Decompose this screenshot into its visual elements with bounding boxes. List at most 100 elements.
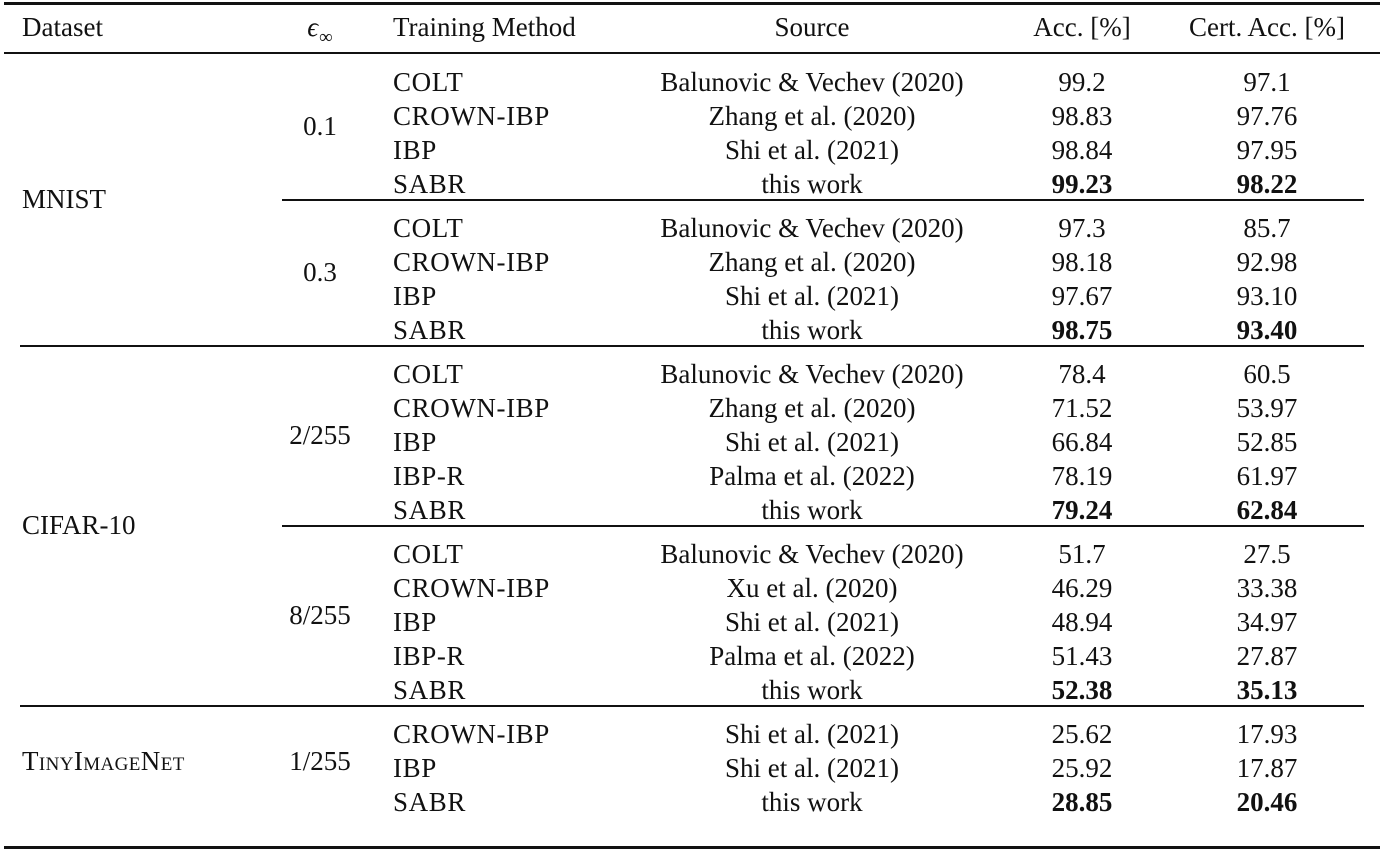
epsilon-subscript: ∞: [319, 27, 333, 48]
accuracy-cell: 25.62: [1051, 719, 1113, 749]
certified-accuracy-cell: 27.5: [1243, 539, 1291, 569]
accuracy-cell: 98.83: [1051, 101, 1113, 131]
source-cell: Balunovic & Vechev (2020): [660, 539, 964, 569]
certified-accuracy-cell: 93.40: [1236, 315, 1298, 345]
header-training-method: Training Method: [393, 12, 576, 42]
certified-accuracy-cell: 17.93: [1236, 719, 1298, 749]
source-cell: Shi et al. (2021): [725, 281, 899, 311]
training-method-cell: IBP: [393, 135, 437, 165]
source-cell: Xu et al. (2020): [726, 573, 898, 603]
training-method-cell: IBP-R: [393, 461, 466, 491]
training-method-cell: CROWN-IBP: [393, 393, 550, 423]
accuracy-cell: 51.7: [1058, 539, 1106, 569]
certified-accuracy-cell: 85.7: [1243, 213, 1291, 243]
certified-accuracy-cell: 61.97: [1236, 461, 1298, 491]
certified-accuracy-cell: 97.76: [1236, 101, 1298, 131]
header-accuracy: Acc. [%]: [1033, 12, 1131, 42]
epsilon-cell: 0.3: [303, 257, 337, 287]
source-cell: Balunovic & Vechev (2020): [660, 213, 964, 243]
certified-accuracy-cell: 53.97: [1236, 393, 1298, 423]
certified-accuracy-cell: 62.84: [1236, 495, 1298, 525]
certified-accuracy-cell: 98.22: [1236, 169, 1298, 199]
certified-accuracy-cell: 34.97: [1236, 607, 1298, 637]
source-cell: Zhang et al. (2020): [708, 393, 916, 423]
header-epsilon: ϵ∞: [280, 11, 360, 48]
training-method-cell: COLT: [393, 67, 464, 97]
certified-accuracy-cell: 97.1: [1243, 67, 1291, 97]
accuracy-cell: 78.4: [1058, 359, 1106, 389]
accuracy-cell: 98.18: [1051, 247, 1113, 277]
certified-accuracy-cell: 33.38: [1236, 573, 1298, 603]
training-method-cell: IBP-R: [393, 641, 466, 671]
group-rule: [282, 525, 1364, 527]
source-cell: Shi et al. (2021): [725, 607, 899, 637]
dataset-name-cell: MNIST: [22, 184, 107, 214]
certified-accuracy-cell: 17.87: [1236, 753, 1298, 783]
dataset-name-cell: CIFAR-10: [22, 510, 136, 540]
training-method-cell: COLT: [393, 213, 464, 243]
source-cell: Shi et al. (2021): [725, 719, 899, 749]
source-cell: Zhang et al. (2020): [708, 247, 916, 277]
accuracy-cell: 48.94: [1051, 607, 1113, 637]
training-method-cell: IBP: [393, 753, 437, 783]
epsilon-cell: 0.1: [303, 111, 337, 141]
source-cell: Balunovic & Vechev (2020): [660, 67, 964, 97]
training-method-cell: IBP: [393, 281, 437, 311]
training-method-cell: COLT: [393, 539, 464, 569]
training-method-cell: SABR: [393, 169, 466, 199]
certified-accuracy-cell: 35.13: [1236, 675, 1298, 705]
training-method-cell: CROWN-IBP: [393, 101, 550, 131]
header-rule: [4, 52, 1380, 54]
training-method-cell: COLT: [393, 359, 464, 389]
source-cell: Shi et al. (2021): [725, 753, 899, 783]
certified-accuracy-cell: 92.98: [1236, 247, 1298, 277]
dataset-rule: [20, 345, 1364, 347]
source-cell: this work: [761, 495, 863, 525]
source-cell: Zhang et al. (2020): [708, 101, 916, 131]
training-method-cell: CROWN-IBP: [393, 247, 550, 277]
accuracy-cell: 99.23: [1051, 169, 1113, 199]
training-method-cell: SABR: [393, 787, 466, 817]
header-dataset: Dataset: [22, 12, 103, 42]
source-cell: this work: [761, 169, 863, 199]
training-method-cell: IBP: [393, 427, 437, 457]
top-rule: [4, 2, 1380, 5]
source-cell: Shi et al. (2021): [725, 135, 899, 165]
accuracy-cell: 97.67: [1051, 281, 1113, 311]
accuracy-cell: 25.92: [1051, 753, 1113, 783]
source-cell: Palma et al. (2022): [709, 461, 915, 491]
source-cell: this work: [761, 675, 863, 705]
accuracy-cell: 71.52: [1051, 393, 1113, 423]
epsilon-cell: 8/255: [289, 600, 351, 630]
accuracy-cell: 78.19: [1051, 461, 1113, 491]
accuracy-cell: 98.84: [1051, 135, 1113, 165]
accuracy-cell: 52.38: [1051, 675, 1113, 705]
accuracy-cell: 28.85: [1051, 787, 1113, 817]
bottom-rule: [4, 846, 1380, 849]
accuracy-cell: 66.84: [1051, 427, 1113, 457]
accuracy-cell: 97.3: [1058, 213, 1106, 243]
certified-accuracy-cell: 20.46: [1236, 787, 1298, 817]
source-cell: this work: [761, 787, 863, 817]
certified-accuracy-cell: 60.5: [1243, 359, 1291, 389]
accuracy-cell: 79.24: [1051, 495, 1113, 525]
epsilon-cell: 1/255: [289, 746, 351, 776]
source-cell: Shi et al. (2021): [725, 427, 899, 457]
dataset-name-cell: TinyImageNet: [22, 746, 185, 776]
header-certified-accuracy: Cert. Acc. [%]: [1189, 12, 1345, 42]
training-method-cell: SABR: [393, 495, 466, 525]
source-cell: Balunovic & Vechev (2020): [660, 359, 964, 389]
source-cell: Palma et al. (2022): [709, 641, 915, 671]
accuracy-cell: 51.43: [1051, 641, 1113, 671]
training-method-cell: CROWN-IBP: [393, 573, 550, 603]
dataset-rule: [20, 705, 1364, 707]
epsilon-symbol: ϵ: [307, 12, 319, 42]
training-method-cell: SABR: [393, 315, 466, 345]
accuracy-cell: 46.29: [1051, 573, 1113, 603]
source-cell: this work: [761, 315, 863, 345]
training-method-cell: SABR: [393, 675, 466, 705]
header-source: Source: [774, 12, 850, 42]
accuracy-cell: 99.2: [1058, 67, 1106, 97]
certified-accuracy-cell: 27.87: [1236, 641, 1298, 671]
